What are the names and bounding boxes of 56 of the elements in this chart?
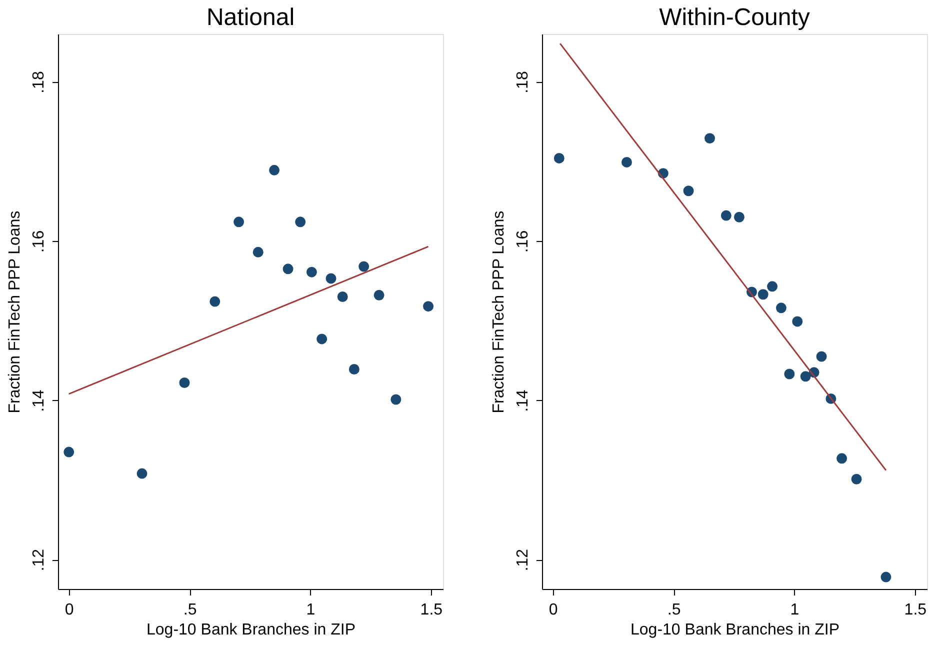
point bbox=[295, 216, 306, 228]
y-tick-label: .12 bbox=[30, 548, 48, 572]
point bbox=[316, 334, 328, 344]
point bbox=[734, 212, 744, 222]
y-tick-label: .12 bbox=[514, 548, 532, 572]
point bbox=[390, 394, 402, 405]
point bbox=[210, 296, 220, 307]
point bbox=[704, 133, 716, 144]
x-tick-label: 1.5 bbox=[904, 602, 927, 618]
y-tick-label: .18 bbox=[30, 71, 48, 94]
y-tick-label: .16 bbox=[514, 230, 532, 253]
point bbox=[348, 364, 360, 374]
point bbox=[423, 301, 434, 312]
point bbox=[282, 264, 294, 274]
point bbox=[252, 246, 264, 258]
point bbox=[683, 186, 694, 196]
point bbox=[792, 316, 803, 327]
x-tick-label: .5 bbox=[667, 602, 681, 618]
point bbox=[621, 156, 632, 168]
x-tick-label: 1 bbox=[790, 602, 800, 618]
point bbox=[767, 281, 778, 292]
point bbox=[800, 371, 811, 382]
y-tick-label: .16 bbox=[30, 230, 48, 253]
x-tick-label: 1 bbox=[306, 602, 316, 618]
point bbox=[269, 164, 280, 176]
point bbox=[358, 261, 370, 272]
y-axis-title: Fraction FinTech PPP Loans bbox=[6, 210, 24, 414]
x-axis-title: Log-10 Bank Branches in ZIP bbox=[630, 622, 840, 638]
chart-title: National bbox=[206, 4, 295, 31]
point bbox=[758, 289, 768, 300]
x-axis-title: Log-10 Bank Branches in ZIP bbox=[146, 622, 356, 638]
point bbox=[816, 351, 827, 362]
point bbox=[784, 368, 795, 380]
point bbox=[234, 216, 244, 228]
x-tick-label: .5 bbox=[183, 602, 197, 618]
point bbox=[374, 290, 384, 300]
x-tick-label: 0 bbox=[548, 602, 558, 618]
chart-title: Within-County bbox=[659, 4, 810, 31]
point bbox=[337, 292, 348, 302]
point bbox=[880, 572, 892, 582]
x-tick-label: 1.5 bbox=[420, 602, 443, 618]
point bbox=[851, 474, 862, 484]
point bbox=[720, 210, 732, 221]
y-tick-label: .14 bbox=[514, 390, 532, 412]
point bbox=[64, 446, 74, 458]
point bbox=[836, 453, 848, 464]
point bbox=[554, 152, 564, 164]
point bbox=[136, 468, 148, 479]
x-tick-label: 0 bbox=[64, 602, 74, 618]
point bbox=[776, 302, 786, 314]
y-axis-title: Fraction FinTech PPP Loans bbox=[490, 210, 508, 414]
y-tick-label: .18 bbox=[514, 71, 532, 94]
point bbox=[306, 266, 317, 278]
point bbox=[179, 378, 190, 388]
y-tick-label: .14 bbox=[30, 390, 48, 412]
point bbox=[326, 273, 336, 284]
